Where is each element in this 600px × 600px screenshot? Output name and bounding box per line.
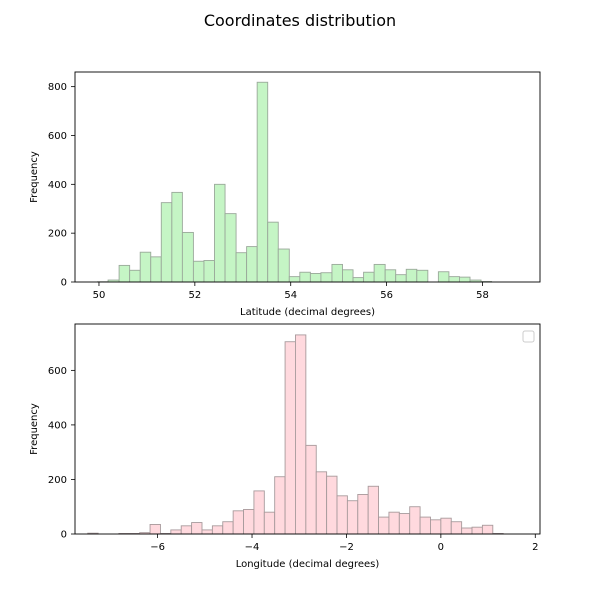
latitude-bar: [203, 260, 215, 283]
latitude-bar: [363, 271, 375, 283]
latitude-bar: [160, 202, 173, 283]
longitude-x-axis-label: Longitude (decimal degrees): [236, 559, 380, 570]
latitude-bar: [139, 251, 152, 283]
longitude-bar: [378, 516, 390, 535]
latitude-y-tick-label: 400: [48, 180, 67, 191]
longitude-x-tick-label: −6: [150, 542, 165, 553]
latitude-x-tick-label: 52: [188, 290, 201, 301]
longitude-y-tick-label: 0: [61, 530, 67, 541]
longitude-bar: [471, 526, 483, 535]
longitude-bar: [170, 529, 182, 535]
longitude-ticks: −6 −4 −2 0 2 0 200 400 600: [48, 366, 539, 553]
latitude-bar: [256, 81, 269, 283]
latitude-bar: [171, 191, 183, 283]
longitude-bar: [222, 521, 234, 535]
latitude-bar: [277, 248, 290, 283]
longitude-x-tick-label: −2: [339, 542, 354, 553]
latitude-bar: [416, 269, 429, 283]
longitude-y-tick-label: 400: [48, 420, 67, 431]
longitude-bar: [398, 513, 411, 535]
longitude-x-tick-label: 0: [438, 542, 444, 553]
latitude-bar: [214, 183, 226, 283]
latitude-y-tick-label: 0: [61, 278, 67, 289]
longitude-bar: [388, 511, 400, 535]
latitude-x-tick-label: 54: [284, 290, 297, 301]
latitude-axes-frame: [74, 71, 541, 283]
longitude-x-tick-label: −4: [245, 542, 260, 553]
latitude-bar: [459, 276, 471, 283]
latitude-bar: [288, 276, 301, 283]
longitude-y-tick-label: 600: [48, 366, 67, 377]
latitude-y-tick-label: 800: [48, 82, 67, 93]
longitude-bar: [430, 519, 442, 535]
latitude-bar: [342, 269, 354, 283]
longitude-bar: [346, 500, 359, 535]
longitude-bar: [409, 506, 421, 535]
longitude-bar: [357, 494, 369, 535]
longitude-bar: [201, 529, 213, 535]
longitude-bar: [191, 522, 203, 535]
latitude-x-axis-label: Latitude (decimal degrees): [240, 307, 375, 318]
longitude-x-tick-label: 2: [532, 542, 538, 553]
longitude-bar: [481, 524, 494, 535]
longitude-bar: [284, 341, 296, 535]
latitude-histogram-panel: 50 52 54 56 58 0 200 400 600 800 Latitude (decima…: [29, 71, 541, 318]
latitude-y-tick-label: 600: [48, 131, 67, 142]
longitude-bar: [263, 511, 276, 535]
longitude-bar: [180, 525, 193, 535]
latitude-bar: [405, 268, 418, 283]
latitude-x-tick-label: 58: [476, 290, 489, 301]
latitude-bar: [267, 221, 279, 283]
latitude-bars: [97, 81, 493, 283]
latitude-bar: [150, 256, 162, 283]
latitude-bar: [395, 274, 407, 283]
longitude-bar: [336, 495, 348, 535]
figure-title: Coordinates distribution: [204, 11, 396, 30]
latitude-bar: [331, 263, 343, 283]
latitude-bar: [309, 273, 322, 283]
latitude-bar: [384, 269, 397, 283]
longitude-y-axis-label: Frequency: [29, 403, 40, 455]
longitude-bar: [274, 476, 286, 535]
latitude-bar: [437, 271, 450, 283]
legend-box: [522, 330, 535, 343]
longitude-bar: [149, 524, 161, 535]
longitude-bar: [326, 475, 338, 535]
longitude-bar: [419, 516, 431, 535]
longitude-bar: [305, 444, 317, 535]
latitude-bar: [299, 271, 311, 283]
latitude-bar: [373, 263, 386, 283]
latitude-ticks: 50 52 54 56 58 0 200 400 600 800: [48, 82, 489, 301]
latitude-bar: [246, 246, 258, 283]
longitude-bar: [315, 471, 328, 535]
longitude-histogram-panel: −6 −4 −2 0 2 0 200 400 600 Longitude (decimal de…: [29, 323, 541, 570]
latitude-x-tick-label: 56: [380, 290, 393, 301]
latitude-bar: [320, 272, 333, 283]
latitude-bar: [224, 213, 237, 283]
latitude-y-tick-label: 200: [48, 229, 67, 240]
longitude-bar: [243, 509, 255, 535]
latitude-bar: [181, 231, 194, 283]
latitude-bar: [118, 264, 131, 283]
latitude-y-axis-label: Frequency: [29, 151, 40, 203]
longitude-bar: [211, 525, 224, 535]
longitude-axes-frame: [74, 323, 541, 535]
latitude-bar: [235, 252, 248, 283]
longitude-bar: [440, 517, 452, 535]
longitude-bar: [450, 521, 463, 535]
longitude-bar: [295, 334, 307, 535]
longitude-bar: [367, 485, 380, 535]
longitude-y-tick-label: 200: [48, 475, 67, 486]
longitude-bars: [87, 334, 504, 535]
latitude-bar: [192, 260, 205, 283]
latitude-bar: [352, 277, 365, 283]
latitude-bar: [448, 276, 460, 283]
latitude-bar: [129, 269, 141, 283]
latitude-x-tick-label: 50: [93, 290, 106, 301]
longitude-bar: [232, 510, 244, 535]
longitude-bar: [461, 527, 473, 535]
longitude-bar: [253, 490, 265, 535]
